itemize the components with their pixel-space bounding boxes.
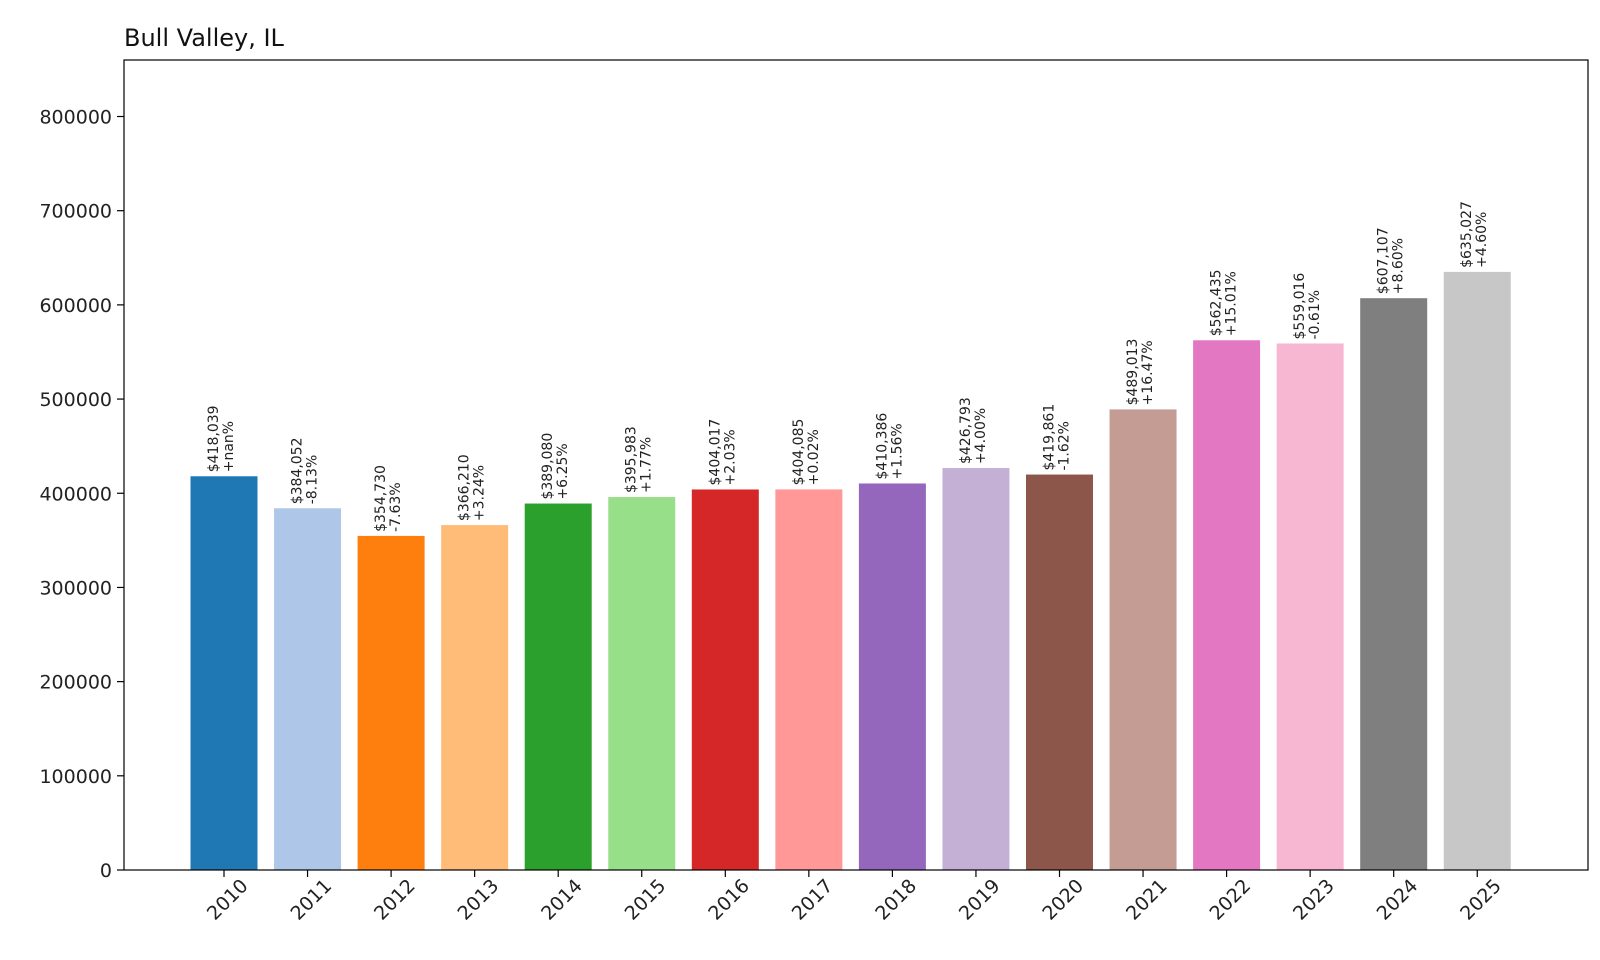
bar-change-label: +16.47%: [1140, 340, 1156, 405]
bar-change-label: -8.13%: [305, 455, 321, 505]
y-tick-label: 0: [100, 860, 112, 882]
x-tick-label: 2013: [454, 875, 504, 925]
bar-value-label: $419,861: [1042, 404, 1058, 471]
x-tick-label: 2021: [1122, 875, 1172, 925]
y-tick-label: 200000: [39, 672, 112, 694]
bar-change-label: +1.77%: [639, 437, 655, 493]
bar-value-label: $489,013: [1125, 339, 1141, 406]
bar-change-label: +nan%: [221, 421, 237, 472]
bar-value-label: $384,052: [290, 437, 306, 504]
bar-2019: [942, 468, 1010, 870]
bar-2022: [1193, 340, 1261, 870]
bar-change-label: +0.02%: [806, 429, 822, 485]
x-tick-label: 2020: [1038, 875, 1088, 925]
plot-frame: [123, 59, 1589, 871]
bar-value-label: $607,107: [1376, 227, 1392, 294]
bar-value-label: $635,027: [1459, 201, 1475, 268]
bar-change-label: +15.01%: [1224, 271, 1240, 336]
x-tick-label: 2018: [871, 875, 921, 925]
bar-value-label: $404,017: [707, 419, 723, 486]
bar-value-label: $404,085: [791, 419, 807, 486]
y-tick-label: 500000: [39, 389, 112, 411]
y-tick-label: 400000: [39, 483, 112, 505]
bar-labels: $418,039 +nan% $384,052 -8.13% $354,730 -7.63…: [206, 201, 1490, 532]
bar-value-label: $562,435: [1209, 269, 1225, 336]
bar-2015: [608, 497, 676, 870]
x-tick-label: 2014: [537, 875, 587, 925]
y-tick-label: 300000: [39, 577, 112, 599]
bar-value-label: $395,983: [624, 426, 640, 493]
bar-value-label: $366,210: [457, 454, 473, 521]
bar-change-label: +4.00%: [973, 408, 989, 464]
x-tick-label: 2022: [1205, 875, 1255, 925]
bar-change-label: -1.62%: [1057, 421, 1073, 471]
bar-2021: [1109, 409, 1177, 870]
bar-change-label: -0.61%: [1307, 290, 1323, 340]
x-tick-label: 2015: [621, 875, 671, 925]
bar-2011: [274, 508, 342, 870]
bar-value-label: $559,016: [1292, 273, 1308, 340]
x-tick-label: 2024: [1373, 875, 1423, 925]
bar-change-label: +3.24%: [472, 465, 488, 521]
bar-2010: [190, 476, 258, 870]
bar-2018: [858, 483, 926, 870]
x-tick-label: 2025: [1456, 875, 1506, 925]
bar-change-label: +4.60%: [1474, 212, 1490, 268]
bar-2025: [1443, 271, 1511, 870]
bar-2014: [524, 503, 592, 870]
bar-value-label: $410,386: [874, 413, 890, 480]
x-tick-label: 2012: [370, 875, 420, 925]
bar-change-label: +1.56%: [889, 423, 905, 479]
bar-2020: [1026, 474, 1093, 870]
y-axis: 0 100000 200000 300000 400000 500000 600000 700…: [39, 107, 124, 882]
chart-title: Bull Valley, IL: [124, 24, 285, 52]
bar-value-label: $354,730: [373, 465, 389, 532]
bar-value-label: $418,039: [206, 405, 222, 472]
bar-2023: [1276, 343, 1344, 870]
y-tick-label: 100000: [39, 766, 112, 788]
x-tick-label: 2017: [788, 875, 838, 925]
bar-change-label: +6.25%: [555, 443, 571, 499]
bars: [190, 271, 1511, 870]
bar-2012: [357, 535, 425, 870]
bar-2016: [691, 489, 759, 870]
x-tick-label: 2023: [1289, 875, 1339, 925]
bar-change-label: -7.63%: [388, 482, 404, 532]
x-tick-label: 2010: [203, 875, 253, 925]
y-tick-label: 800000: [39, 107, 112, 129]
bar-value-label: $389,080: [540, 433, 556, 500]
x-tick-label: 2011: [286, 875, 336, 925]
y-tick-label: 600000: [39, 295, 112, 317]
x-tick-label: 2019: [955, 875, 1005, 925]
x-axis: 2010 2011 2012 2013 2014 2015 2016 2017 2018 2019…: [203, 870, 1506, 925]
bar-2017: [775, 489, 843, 870]
bar-2013: [441, 525, 509, 870]
bar-change-label: +8.60%: [1391, 238, 1407, 294]
bar-change-label: +2.03%: [722, 429, 738, 485]
bar-value-label: $426,793: [958, 397, 974, 464]
bar-2024: [1360, 298, 1428, 870]
y-tick-label: 700000: [39, 201, 112, 223]
x-tick-label: 2016: [704, 875, 754, 925]
